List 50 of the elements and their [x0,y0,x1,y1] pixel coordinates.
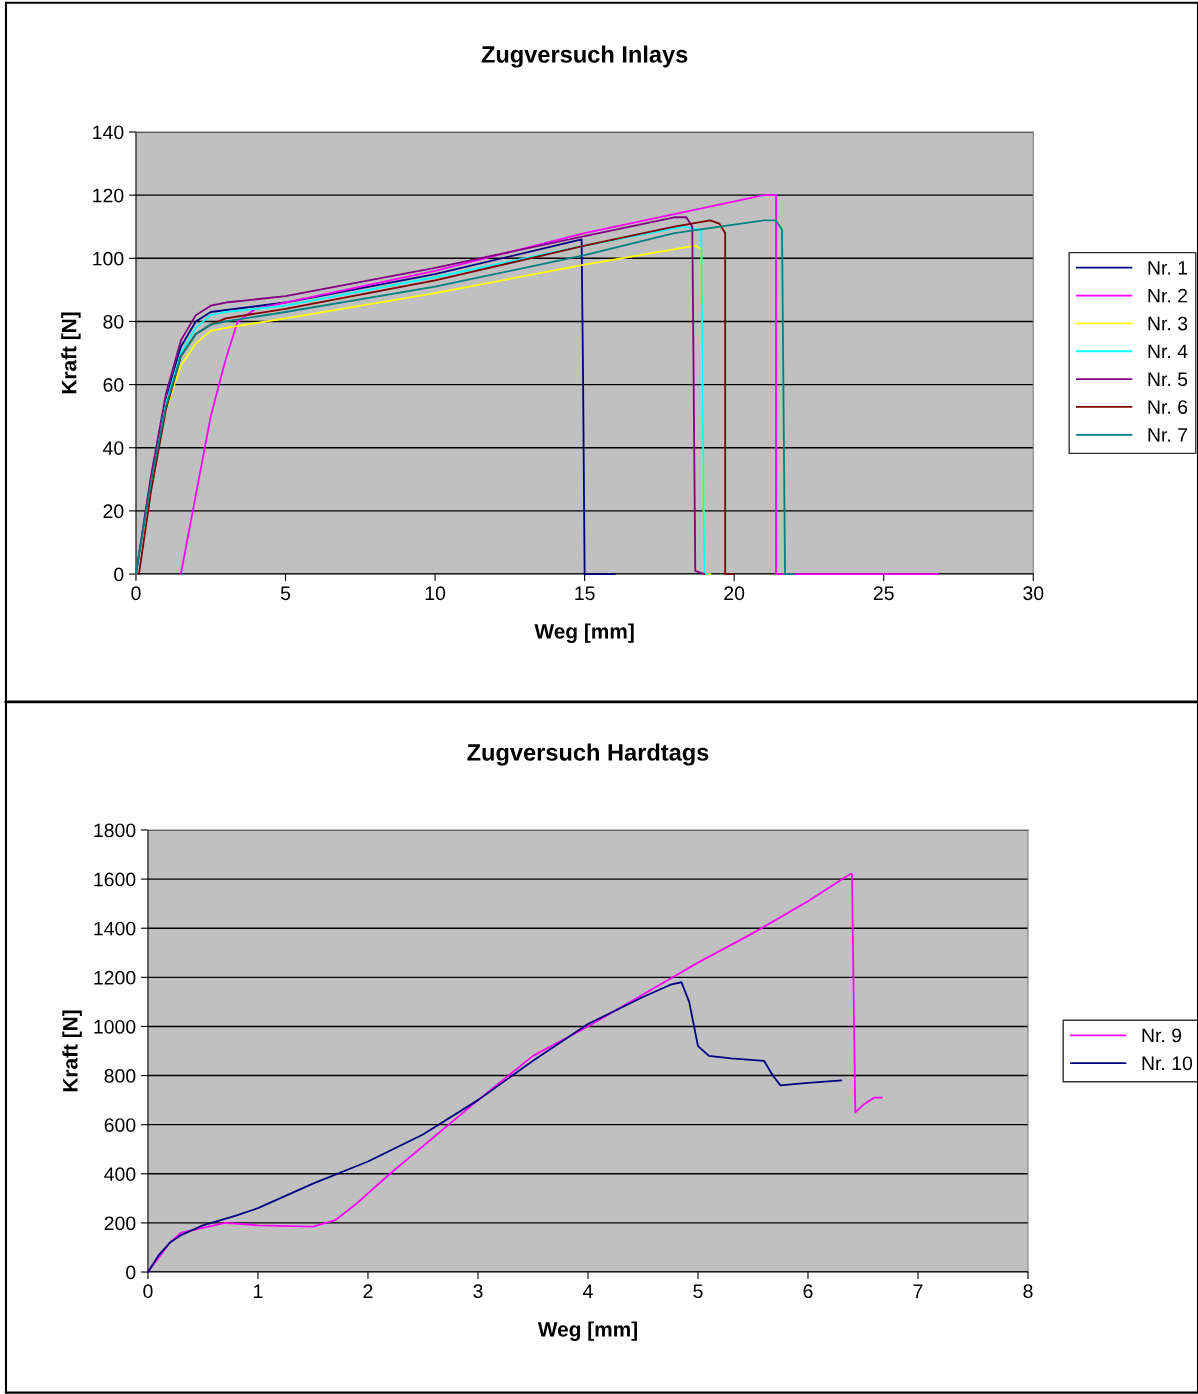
y-tick-label: 1200 [94,970,136,985]
y-tick-label: 1800 [94,823,136,838]
legend-label: Nr. 2 [1148,288,1188,303]
y-tick-label: 40 [102,441,124,455]
legend-label: Nr. 4 [1148,344,1188,359]
x-axis-title: Weg [mm] [537,1321,637,1341]
legend-label: Nr. 3 [1148,316,1188,331]
y-tick-label: 600 [104,1118,136,1132]
x-tick-label: 5 [280,586,291,601]
x-tick-label: 6 [803,1284,813,1299]
x-tick-label: 15 [575,586,595,601]
x-tick-label: 1 [254,1284,263,1298]
y-axis-title: Kraft [N] [62,1010,82,1092]
x-tick-label: 0 [143,1284,153,1299]
y-tick-label: 0 [126,1265,136,1280]
x-tick-label: 4 [583,1284,593,1298]
y-axis-title: Kraft [N] [61,312,81,394]
legend-label: Nr. 9 [1142,1028,1182,1043]
legend-label: Nr. 1 [1148,261,1188,275]
chart-title: Zugversuch Hardtags [467,743,709,766]
y-tick-label: 140 [93,125,124,140]
line-series [179,194,939,575]
y-tick-label: 200 [104,1216,136,1231]
y-tick-label: 100 [93,251,124,266]
y-tick-label: 120 [93,188,124,203]
x-tick-label: 2 [363,1284,373,1298]
x-tick-label: 20 [724,586,745,601]
y-tick-label: 400 [104,1167,136,1182]
line-series [147,981,842,1273]
y-tick-label: 1600 [94,872,136,887]
y-tick-label: 60 [103,378,124,392]
y-tick-label: 1000 [94,1019,136,1034]
legend-label: Nr. 10 [1142,1056,1193,1071]
y-tick-label: 80 [103,314,124,329]
y-tick-label: 1400 [94,921,136,936]
legend-label: Nr. 6 [1148,400,1188,414]
x-tick-label: 25 [873,586,894,601]
y-tick-label: 20 [103,504,124,519]
y-tick-label: 800 [104,1069,136,1083]
x-axis-title: Weg [mm] [534,623,634,643]
x-tick-label: 30 [1023,586,1044,601]
legend-label: Nr. 7 [1148,428,1188,442]
y-tick-label: 0 [114,567,124,582]
x-tick-label: 8 [1023,1284,1033,1299]
x-tick-label: 3 [473,1284,483,1299]
x-tick-label: 10 [425,586,446,601]
legend-label: Nr. 5 [1148,372,1188,387]
x-tick-label: 5 [693,1284,703,1299]
x-tick-label: 7 [913,1284,923,1298]
chart-title: Zugversuch Inlays [481,45,688,68]
